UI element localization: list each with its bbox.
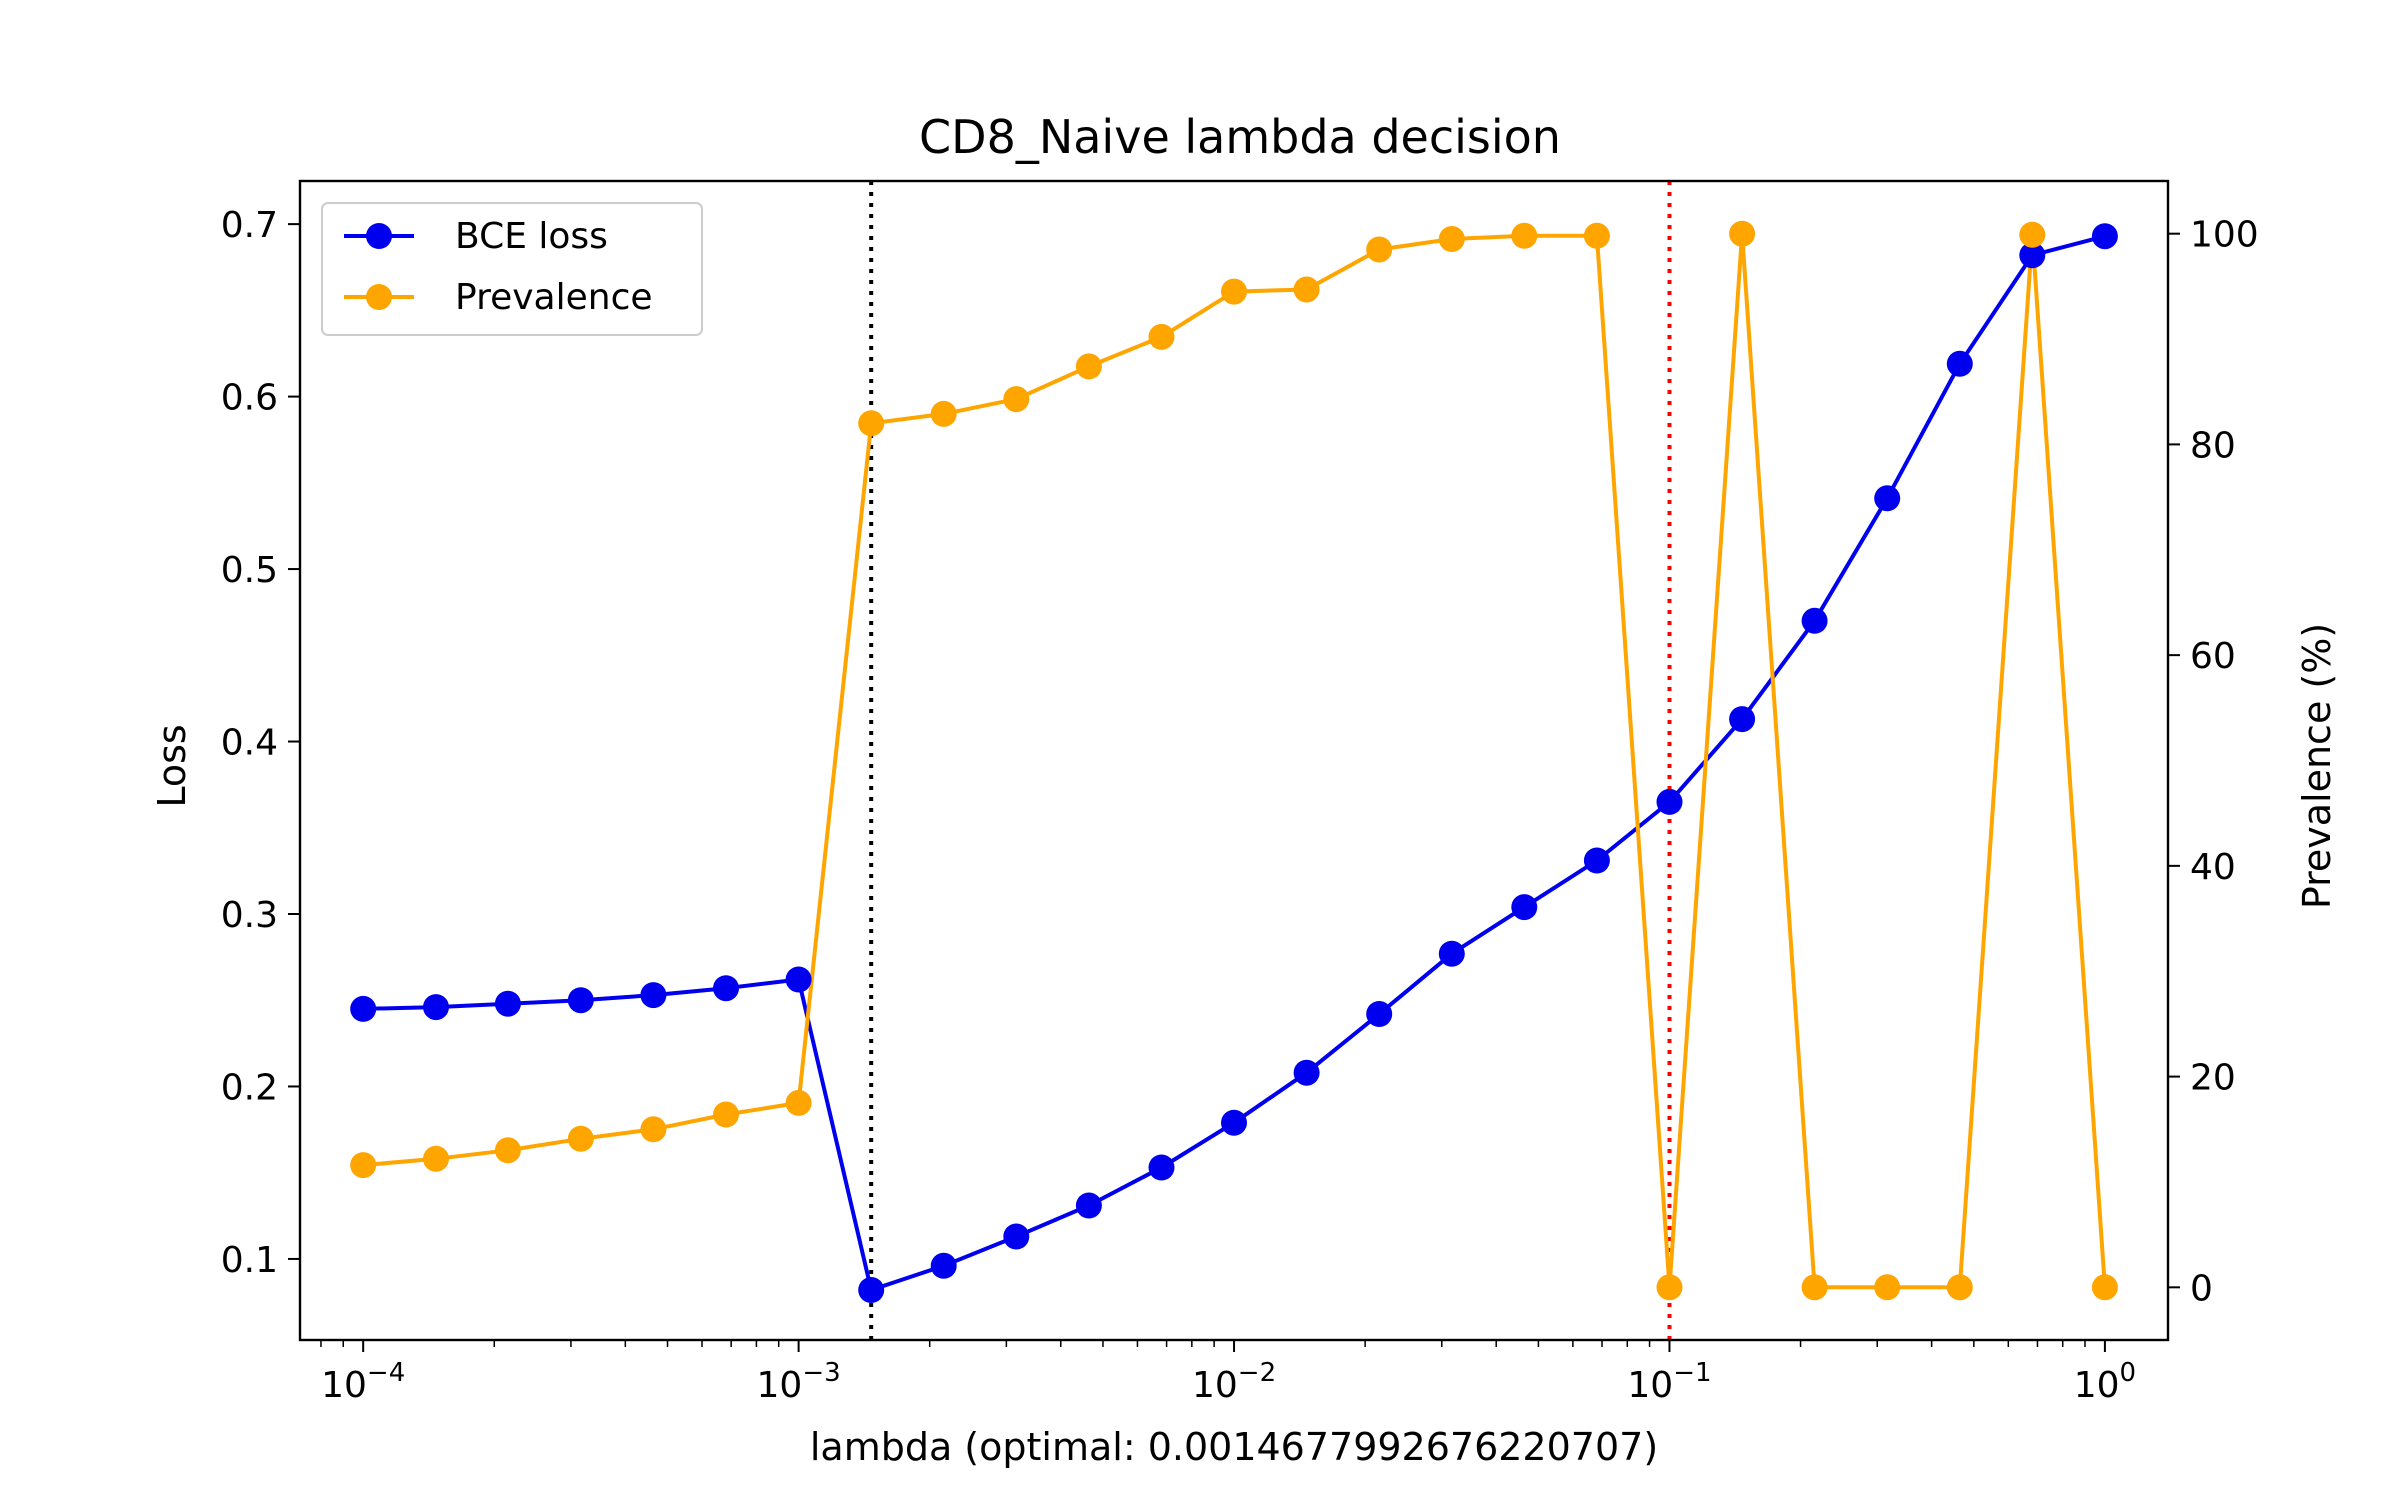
- data-point-bce-loss: [1075, 1192, 1102, 1219]
- data-point-bce-loss: [713, 975, 739, 1002]
- data-point-bce-loss: [1946, 350, 1973, 377]
- y-left-tick-label: 0.1: [221, 1240, 278, 1281]
- x-tick-label: 100: [2074, 1358, 2136, 1406]
- y-right-tick-label: 40: [2190, 847, 2236, 888]
- data-point-prevalence: [2091, 1274, 2118, 1301]
- data-point-bce-loss: [423, 994, 449, 1021]
- data-point-bce-loss: [1583, 847, 1610, 874]
- y-left-tick-label: 0.2: [221, 1067, 278, 1108]
- data-point-bce-loss: [785, 966, 812, 993]
- data-point-bce-loss: [567, 987, 594, 1014]
- y-left-tick-label: 0.4: [221, 723, 278, 764]
- x-tick-label: 10−4: [321, 1358, 405, 1406]
- y-axis-right: 0 20 40 60 80 100: [2168, 215, 2259, 1309]
- data-point-bce-loss: [494, 990, 521, 1017]
- data-point-prevalence: [858, 410, 885, 437]
- data-point-prevalence: [2019, 221, 2046, 248]
- data-point-bce-loss: [1003, 1223, 1030, 1250]
- data-point-prevalence: [1366, 236, 1393, 263]
- data-point-bce-loss: [930, 1252, 957, 1279]
- data-point-prevalence: [423, 1145, 449, 1172]
- data-point-prevalence: [1293, 276, 1320, 303]
- data-point-prevalence: [930, 400, 957, 427]
- data-point-prevalence: [1221, 278, 1247, 305]
- y-left-tick-label: 0.6: [221, 378, 278, 419]
- x-tick-label: 10−2: [1192, 1358, 1276, 1406]
- data-point-bce-loss: [1801, 607, 1828, 634]
- data-point-prevalence: [640, 1116, 667, 1143]
- y-axis-right-label: Prevalence (%): [2295, 623, 2339, 909]
- series-points: [350, 220, 2118, 1303]
- data-point-prevalence: [1511, 222, 1538, 249]
- legend-frame: [321, 202, 703, 336]
- y-left-tick-label: 0.3: [221, 895, 278, 936]
- x-axis: 10−4 10−3 10−2 10−1 100: [320, 1340, 2136, 1406]
- y-right-tick-label: 20: [2190, 1058, 2236, 1099]
- chart-title: CD8_Naive lambda decision: [919, 110, 1561, 164]
- y-right-tick-label: 100: [2190, 215, 2259, 256]
- data-point-bce-loss: [2091, 223, 2118, 250]
- data-point-bce-loss: [1221, 1109, 1247, 1136]
- legend: BCE loss Prevalence: [321, 202, 703, 336]
- legend-marker-bce-loss: [366, 223, 392, 249]
- legend-marker-prevalence: [366, 284, 392, 310]
- data-point-prevalence: [1003, 386, 1030, 413]
- data-point-bce-loss: [1511, 894, 1538, 921]
- data-point-bce-loss: [350, 995, 377, 1022]
- data-point-bce-loss: [2019, 242, 2046, 269]
- data-point-prevalence: [713, 1101, 739, 1128]
- x-axis-label: lambda (optimal: 0.0014677992676220707): [810, 1425, 1658, 1469]
- data-point-prevalence: [567, 1125, 594, 1152]
- data-point-prevalence: [1075, 353, 1102, 380]
- y-axis-left: 0.1 0.2 0.3 0.4 0.5 0.6 0.7: [221, 205, 300, 1281]
- y-left-tick-label: 0.5: [221, 550, 278, 591]
- data-point-bce-loss: [1729, 706, 1756, 733]
- y-right-tick-label: 60: [2190, 636, 2236, 677]
- data-point-bce-loss: [1366, 1001, 1393, 1027]
- data-point-prevalence: [1148, 323, 1175, 350]
- y-right-tick-label: 80: [2190, 425, 2236, 466]
- data-point-prevalence: [1946, 1274, 1973, 1301]
- data-point-prevalence: [494, 1137, 521, 1164]
- y-axis-left-label: Loss: [150, 724, 194, 807]
- data-point-bce-loss: [858, 1277, 885, 1303]
- y-right-tick-label: 0: [2190, 1268, 2213, 1309]
- x-tick-label: 10−1: [1627, 1358, 1711, 1406]
- data-point-prevalence: [350, 1152, 377, 1179]
- y-left-tick-label: 0.7: [221, 205, 278, 246]
- data-point-bce-loss: [1656, 788, 1683, 815]
- data-point-bce-loss: [1874, 485, 1901, 512]
- data-point-prevalence: [1583, 222, 1610, 249]
- data-point-bce-loss: [1148, 1154, 1175, 1181]
- x-tick-label: 10−3: [757, 1358, 841, 1406]
- data-point-prevalence: [1874, 1274, 1901, 1301]
- data-point-prevalence: [1438, 226, 1465, 252]
- legend-label-bce-loss: BCE loss: [455, 216, 608, 257]
- data-point-prevalence: [785, 1089, 812, 1116]
- data-point-prevalence: [1656, 1274, 1683, 1301]
- data-point-bce-loss: [640, 982, 667, 1009]
- data-point-prevalence: [1801, 1274, 1828, 1301]
- data-point-bce-loss: [1293, 1059, 1320, 1086]
- data-point-bce-loss: [1438, 940, 1465, 967]
- data-point-prevalence: [1729, 220, 1756, 247]
- legend-label-prevalence: Prevalence: [455, 277, 653, 318]
